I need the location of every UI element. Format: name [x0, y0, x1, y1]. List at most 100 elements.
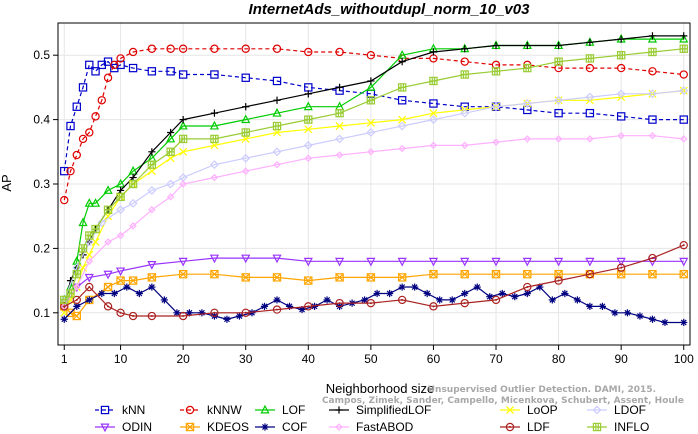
- data-point: [72, 311, 81, 321]
- data-point: [209, 160, 219, 170]
- series-layer: [59, 32, 689, 327]
- data-point: [366, 118, 375, 127]
- data-point: [85, 128, 94, 137]
- legend-label: LDF: [527, 420, 550, 434]
- series-ldf: [60, 240, 688, 321]
- x-tick-label: 1: [61, 352, 68, 366]
- data-point: [429, 141, 438, 150]
- data-point: [210, 44, 219, 53]
- data-point: [598, 302, 606, 310]
- data-point: [166, 179, 176, 189]
- data-point: [523, 269, 532, 279]
- data-point: [241, 153, 251, 163]
- data-point: [397, 273, 407, 282]
- data-point: [335, 108, 344, 118]
- legend-marker: [505, 405, 515, 415]
- data-point: [585, 63, 595, 73]
- data-point: [679, 33, 689, 43]
- data-point: [97, 96, 107, 105]
- data-point: [461, 289, 469, 298]
- data-point: [334, 257, 345, 267]
- series-kdeos: [60, 269, 688, 321]
- y-axis-label: AP: [0, 174, 14, 191]
- data-point: [241, 114, 251, 124]
- data-point: [72, 150, 81, 160]
- data-point: [423, 289, 431, 298]
- data-point: [460, 257, 470, 267]
- data-point: [103, 73, 113, 82]
- data-point: [97, 218, 107, 228]
- data-point: [511, 293, 519, 301]
- data-point: [648, 115, 657, 124]
- data-point: [428, 115, 438, 125]
- data-point: [210, 109, 219, 117]
- series-inflo: [60, 44, 688, 305]
- data-point: [248, 309, 256, 317]
- data-point: [611, 309, 619, 317]
- legend-marker: [335, 423, 343, 431]
- data-point: [647, 33, 658, 43]
- data-point: [116, 276, 125, 285]
- data-point: [680, 318, 688, 327]
- data-point: [429, 109, 438, 118]
- legend-item-ldf: LDF: [500, 420, 550, 434]
- data-point: [398, 283, 406, 291]
- data-point: [616, 89, 626, 99]
- data-point: [648, 253, 657, 263]
- data-point: [241, 44, 250, 53]
- data-point: [210, 70, 219, 79]
- data-point: [209, 120, 220, 130]
- data-point: [60, 166, 69, 176]
- data-point: [116, 231, 125, 240]
- data-point: [366, 257, 376, 267]
- data-point: [428, 257, 439, 267]
- data-point: [272, 305, 282, 314]
- data-point: [573, 296, 581, 304]
- data-point: [273, 160, 281, 169]
- data-point: [486, 293, 494, 301]
- data-point: [648, 315, 657, 323]
- data-point: [104, 238, 112, 246]
- data-point: [241, 167, 250, 175]
- data-point: [554, 41, 563, 50]
- data-point: [60, 295, 69, 305]
- data-point: [128, 63, 138, 73]
- data-point: [491, 67, 501, 76]
- legend-label: COF: [282, 420, 307, 434]
- data-point: [66, 289, 75, 298]
- data-point: [304, 276, 313, 285]
- data-point: [303, 140, 313, 150]
- series-line: [64, 244, 684, 317]
- data-point: [679, 257, 689, 267]
- data-point: [523, 282, 532, 292]
- data-point: [304, 125, 313, 134]
- legend-item-knn: kNN: [95, 403, 145, 417]
- data-point: [85, 296, 93, 304]
- series-knnw: [60, 44, 688, 205]
- data-point: [116, 205, 126, 215]
- watermark-line-1: Unsupervised Outlier Detection. DAMI, 20…: [428, 385, 656, 395]
- data-point: [272, 107, 282, 117]
- data-point: [585, 269, 595, 279]
- data-point: [147, 67, 157, 76]
- data-point: [166, 44, 175, 53]
- data-point: [680, 135, 688, 143]
- legend: kNN kNNW LOF SimplifiedLOF LoOP LDOF ODIN KDEOS…: [95, 403, 649, 434]
- data-point: [85, 257, 94, 266]
- data-point: [116, 60, 125, 70]
- data-point: [210, 308, 219, 317]
- data-point: [160, 296, 168, 304]
- data-point: [366, 96, 376, 105]
- data-point: [272, 76, 282, 86]
- data-point: [273, 96, 281, 104]
- data-point: [90, 198, 101, 207]
- data-point: [223, 315, 231, 323]
- data-point: [166, 133, 176, 143]
- data-point: [147, 44, 157, 53]
- data-point: [179, 147, 188, 156]
- data-point: [623, 309, 632, 317]
- data-point: [366, 82, 376, 91]
- data-point: [116, 192, 125, 202]
- x-tick-label: 80: [552, 352, 566, 366]
- data-point: [366, 298, 376, 308]
